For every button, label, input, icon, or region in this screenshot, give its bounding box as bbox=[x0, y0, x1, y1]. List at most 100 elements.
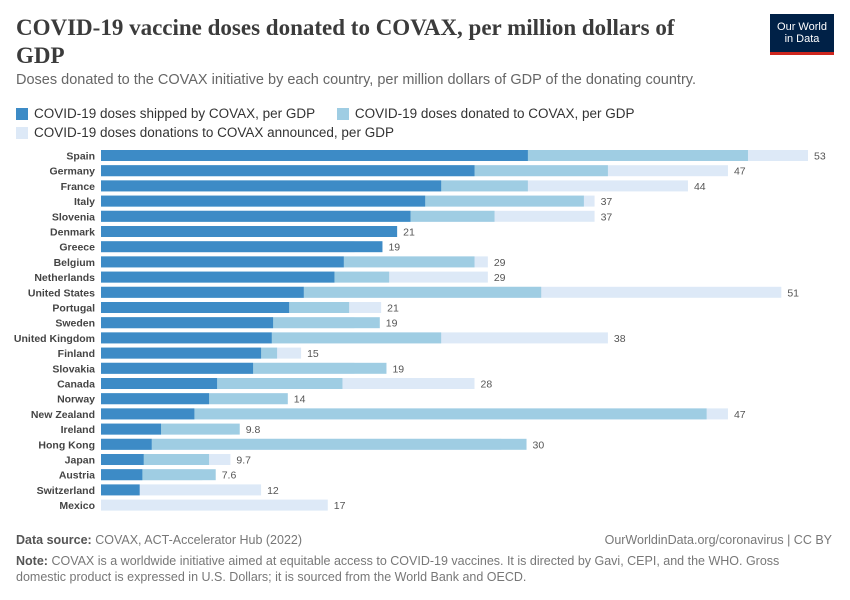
category-label: Slovenia bbox=[52, 211, 95, 223]
value-label: 12 bbox=[267, 485, 279, 497]
bar-chart: Spain 53 Germany 47 France 44 Italy 37 Slovenia 3… bbox=[14, 150, 826, 512]
bar-shipped[interactable] bbox=[101, 271, 335, 283]
chart-title: COVID-19 vaccine doses donated to COVAX,… bbox=[16, 15, 675, 68]
value-label: 17 bbox=[334, 500, 346, 512]
category-label: Switzerland bbox=[37, 485, 95, 497]
value-label: 7.6 bbox=[222, 470, 237, 482]
bar-donated[interactable] bbox=[101, 408, 707, 420]
category-label: Canada bbox=[57, 379, 95, 391]
value-label: 14 bbox=[294, 394, 306, 406]
bar-shipped[interactable] bbox=[101, 317, 274, 329]
bar-shipped[interactable] bbox=[101, 256, 344, 268]
owid-logo[interactable]: Our World in Data bbox=[770, 14, 834, 55]
value-label: 51 bbox=[787, 287, 799, 299]
value-label: 37 bbox=[601, 196, 613, 208]
category-label: Spain bbox=[66, 151, 95, 163]
legend-swatch-announced bbox=[16, 126, 28, 139]
chart-note: Note: COVAX is a worldwide initiative ai… bbox=[16, 553, 816, 585]
value-label: 30 bbox=[533, 439, 545, 451]
source-label: Data source: bbox=[16, 533, 92, 547]
bar-shipped[interactable] bbox=[101, 423, 162, 435]
credit-link[interactable]: OurWorldinData.org/coronavirus | CC BY bbox=[604, 533, 832, 547]
bar-donated[interactable] bbox=[101, 438, 527, 450]
bar-shipped[interactable] bbox=[101, 378, 218, 389]
value-label: 29 bbox=[494, 257, 506, 269]
category-label: Japan bbox=[65, 455, 95, 467]
bar-shipped[interactable] bbox=[101, 454, 144, 465]
bar-shipped[interactable] bbox=[101, 241, 383, 253]
value-label: 19 bbox=[392, 363, 404, 375]
bar-announced[interactable] bbox=[101, 499, 328, 511]
category-label: Norway bbox=[57, 394, 95, 406]
bar-shipped[interactable] bbox=[101, 150, 528, 161]
legend-swatch-shipped bbox=[16, 107, 28, 120]
legend-item-announced[interactable]: COVID-19 doses donations to COVAX announ… bbox=[16, 123, 394, 142]
bar-donated[interactable] bbox=[101, 469, 216, 481]
bar-shipped[interactable] bbox=[101, 332, 272, 344]
bar-shipped[interactable] bbox=[101, 226, 398, 237]
legend-label-donated: COVID-19 doses donated to COVAX, per GDP bbox=[354, 106, 635, 121]
category-label: United States bbox=[28, 287, 95, 299]
bar-shipped[interactable] bbox=[101, 347, 262, 359]
category-label: New Zealand bbox=[31, 409, 95, 421]
value-label: 21 bbox=[403, 227, 415, 239]
value-label: 38 bbox=[614, 333, 626, 345]
bar-shipped[interactable] bbox=[101, 210, 411, 222]
category-label: Finland bbox=[58, 348, 95, 360]
bar-shipped[interactable] bbox=[101, 362, 254, 374]
chart-subtitle: Doses donated to the COVAX initiative by… bbox=[16, 72, 696, 88]
value-label: 47 bbox=[734, 409, 746, 421]
value-label: 9.8 bbox=[246, 424, 261, 436]
bar-donated[interactable] bbox=[101, 423, 240, 435]
logo-line-2: in Data bbox=[784, 33, 820, 45]
bar-shipped[interactable] bbox=[101, 286, 304, 298]
legend: COVID-19 doses shipped by COVAX, per GDP… bbox=[16, 104, 776, 142]
bar-shipped[interactable] bbox=[101, 438, 152, 450]
legend-swatch-donated bbox=[336, 107, 349, 120]
category-label: Netherlands bbox=[34, 272, 95, 284]
bar-shipped[interactable] bbox=[101, 165, 475, 177]
legend-label-shipped: COVID-19 doses shipped by COVAX, per GDP bbox=[34, 106, 316, 121]
value-label: 47 bbox=[734, 166, 746, 178]
note-text: COVAX is a worldwide initiative aimed at… bbox=[16, 554, 780, 584]
value-label: 44 bbox=[694, 181, 706, 193]
category-label: Mexico bbox=[59, 500, 95, 512]
category-label: Sweden bbox=[55, 318, 95, 330]
bar-donated[interactable] bbox=[101, 286, 542, 298]
value-label: 21 bbox=[387, 303, 399, 315]
bar-shipped[interactable] bbox=[101, 469, 143, 481]
category-label: Ireland bbox=[61, 424, 95, 436]
source-text[interactable]: COVAX, ACT-Accelerator Hub (2022) bbox=[95, 533, 303, 547]
logo-line-1: Our World bbox=[777, 21, 827, 33]
legend-item-donated[interactable]: COVID-19 doses donated to COVAX, per GDP bbox=[336, 104, 635, 123]
value-label: 19 bbox=[388, 242, 400, 254]
bar-donated[interactable] bbox=[101, 378, 343, 389]
bar-shipped[interactable] bbox=[101, 302, 290, 313]
bar-donated[interactable] bbox=[101, 454, 210, 465]
value-label: 19 bbox=[386, 318, 398, 330]
category-label: France bbox=[61, 181, 96, 193]
category-label: Portugal bbox=[52, 303, 95, 315]
value-label: 28 bbox=[481, 379, 493, 391]
bar-shipped[interactable] bbox=[101, 484, 140, 496]
value-label: 9.7 bbox=[236, 455, 251, 467]
category-label: United Kingdom bbox=[14, 333, 95, 345]
bar-shipped[interactable] bbox=[101, 393, 210, 405]
category-label: Germany bbox=[49, 166, 95, 178]
category-label: Austria bbox=[59, 470, 95, 482]
category-label: Greece bbox=[59, 242, 95, 254]
category-label: Hong Kong bbox=[38, 439, 95, 451]
category-label: Italy bbox=[74, 196, 95, 208]
category-label: Denmark bbox=[50, 227, 95, 239]
value-label: 15 bbox=[307, 348, 319, 360]
bar-shipped[interactable] bbox=[101, 408, 195, 420]
legend-label-announced: COVID-19 doses donations to COVAX announ… bbox=[34, 125, 394, 140]
legend-item-shipped[interactable]: COVID-19 doses shipped by COVAX, per GDP bbox=[16, 104, 315, 123]
bar-shipped[interactable] bbox=[101, 180, 442, 192]
note-label: Note: bbox=[16, 554, 48, 568]
data-source: Data source: COVAX, ACT-Accelerator Hub … bbox=[16, 533, 302, 547]
bar-shipped[interactable] bbox=[101, 195, 426, 207]
bar-announced[interactable] bbox=[101, 484, 262, 496]
value-label: 37 bbox=[601, 211, 613, 223]
value-label: 53 bbox=[814, 151, 826, 163]
